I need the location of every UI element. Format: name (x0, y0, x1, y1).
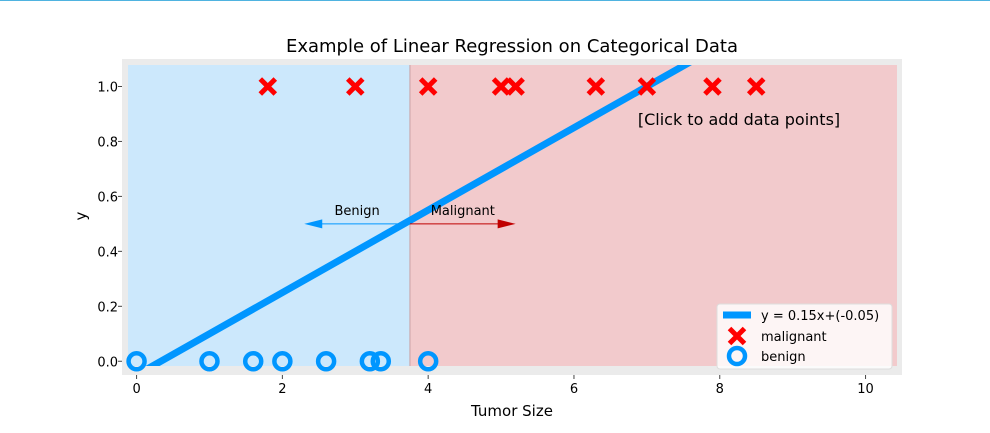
malignant-point[interactable] (491, 77, 511, 96)
regression-line (145, 65, 692, 366)
malignant-arrow-label: Malignant (431, 204, 495, 219)
benign-arrow-label: Benign (334, 204, 379, 219)
benign-point[interactable] (315, 351, 337, 372)
y-tick-label: 0.4 (97, 245, 118, 260)
plot-area[interactable]: 0 2 4 6 8 10 0.0 0.2 0.4 0.6 0.8 1.0 Benign Malignant… (97, 0, 902, 397)
x-tick-label: 6 (570, 382, 578, 397)
y-tick-label: 1.0 (97, 80, 118, 95)
top-border-line (0, 0, 990, 1)
benign-region (128, 65, 410, 366)
click-to-add-hint: [Click to add data points] (638, 110, 840, 129)
legend-malignant-swatch (727, 326, 747, 346)
benign-point[interactable] (126, 351, 147, 372)
legend-malignant-label: malignant (761, 330, 827, 345)
y-tick-label: 0.2 (97, 300, 118, 315)
malignant-point[interactable] (418, 77, 438, 96)
x-tick-label: 10 (857, 382, 874, 397)
malignant-arrow-head (497, 219, 516, 229)
legend-line-label: y = 0.15x+(-0.05) (761, 309, 879, 324)
y-tick-label: 0.6 (97, 190, 118, 205)
benign-point[interactable] (242, 351, 264, 372)
malignant-point[interactable] (346, 77, 365, 96)
legend-box (716, 303, 893, 370)
x-tick-label: 4 (424, 382, 432, 397)
x-axis-label: Tumor Size (470, 402, 553, 420)
benign-point[interactable] (272, 351, 293, 372)
legend: y = 0.15x+(-0.05) malignant benign (716, 303, 893, 370)
malignant-point[interactable] (506, 77, 525, 96)
y-tick-label: 0.8 (97, 135, 118, 150)
legend-benign-swatch (726, 345, 748, 367)
benign-point[interactable] (199, 351, 220, 372)
malignant-point[interactable] (703, 77, 722, 96)
x-tick-label: 0 (132, 382, 140, 397)
malignant-point[interactable] (637, 77, 657, 96)
benign-point[interactable] (370, 351, 392, 372)
chart-title: Example of Linear Regression on Categori… (286, 36, 738, 57)
benign-point[interactable] (359, 351, 381, 372)
benign-point[interactable] (417, 351, 439, 372)
y-tick-label: 0.0 (97, 355, 118, 370)
y-axis-label: y (72, 211, 90, 220)
malignant-point[interactable] (586, 77, 606, 96)
benign-arrow-head (304, 219, 323, 229)
x-tick-label: 8 (716, 382, 724, 397)
malignant-point[interactable] (746, 77, 766, 96)
x-tick-label: 2 (278, 382, 286, 397)
malignant-point[interactable] (258, 77, 278, 96)
legend-benign-label: benign (761, 350, 806, 365)
